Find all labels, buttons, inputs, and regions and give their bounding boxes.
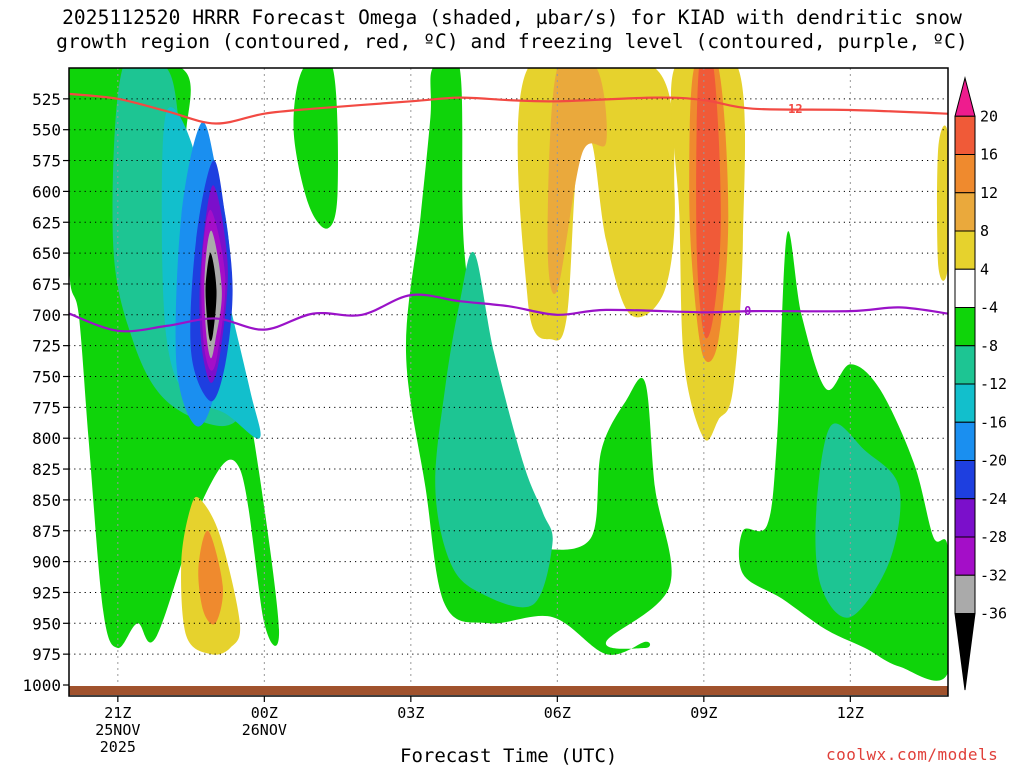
colorbar-segment xyxy=(954,536,976,576)
colorbar-label: -36 xyxy=(980,605,1007,623)
contour-label: -12 xyxy=(781,102,803,116)
x-tick-label: 09Z xyxy=(690,704,717,722)
colorbar-segment xyxy=(954,498,976,538)
colorbar-segment xyxy=(954,307,976,347)
colorbar-segment xyxy=(954,460,976,500)
grid-lines xyxy=(69,68,948,685)
colorbar-segment xyxy=(954,268,976,308)
colorbar-label: -12 xyxy=(980,375,1007,393)
y-tick-label: 975 xyxy=(32,645,61,664)
x-tick-label: 2025 xyxy=(100,738,136,756)
y-tick-label: 675 xyxy=(32,275,61,294)
contour-line-freezing-level xyxy=(69,293,948,333)
colorbar-segment xyxy=(954,345,976,385)
credit-text: coolwx.com/models xyxy=(826,745,999,764)
chart-title-line-1: 2025112520 HRRR Forecast Omega (shaded, … xyxy=(62,6,962,29)
y-tick-label: 900 xyxy=(32,553,61,572)
colorbar-label: 12 xyxy=(980,184,998,202)
x-tick-label: 12Z xyxy=(837,704,864,722)
colorbar-label: -28 xyxy=(980,528,1007,546)
omega-fields xyxy=(69,68,948,681)
colorbar-label: -32 xyxy=(980,566,1007,584)
colorbar-bottom-arrow xyxy=(954,613,976,691)
contour-line-snow-growth xyxy=(69,92,948,125)
x-axis-title: Forecast Time (UTC) xyxy=(400,745,618,767)
chart-title-line-2: growth region (contoured, red, ºC) and f… xyxy=(56,30,968,53)
colorbar-label: 20 xyxy=(980,107,998,125)
contour-label: 0 xyxy=(744,304,751,318)
colorbar-label: -8 xyxy=(980,337,998,355)
y-tick-label: 650 xyxy=(32,244,61,263)
y-tick-label: 925 xyxy=(32,583,61,602)
x-tick-label: 03Z xyxy=(397,704,424,722)
omega-region-descent-upper-core-c xyxy=(696,68,721,339)
y-tick-label: 625 xyxy=(32,213,61,232)
colorbar: 20 16 12 8 4 -4 -8 -12 -16 -20 -24 -28 -32 -36 xyxy=(954,76,1007,691)
colorbar-label: -20 xyxy=(980,452,1007,470)
y-tick-label: 725 xyxy=(32,337,61,356)
y-tick-label: 825 xyxy=(32,460,61,479)
colorbar-label: -4 xyxy=(980,299,998,317)
colorbar-top-arrow xyxy=(954,76,976,117)
colorbar-label: 4 xyxy=(980,260,989,278)
x-tick-label: 21Z xyxy=(104,704,131,722)
colorbar-segment xyxy=(954,421,976,461)
y-tick-label: 950 xyxy=(32,614,61,633)
colorbar-label: 16 xyxy=(980,146,998,164)
contour-lines: -12 0 xyxy=(69,92,948,333)
surface-ground xyxy=(69,686,948,695)
y-tick-label: 800 xyxy=(32,429,61,448)
omega-region-descent-upper-core-a xyxy=(547,68,607,294)
y-tick-label: 750 xyxy=(32,368,61,387)
colorbar-segment xyxy=(954,230,976,270)
y-tick-label: 550 xyxy=(32,121,61,140)
plot-frame xyxy=(68,67,949,697)
ground-layer xyxy=(69,686,948,695)
omega-region-descent-right-edge xyxy=(937,125,948,281)
colorbar-segment xyxy=(954,383,976,423)
x-tick-label: 26NOV xyxy=(242,721,287,739)
colorbar-label: -24 xyxy=(980,490,1007,508)
x-tick-label: 00Z xyxy=(251,704,278,722)
omega-region-ascent-right-slight xyxy=(815,423,901,618)
y-tick-label: 600 xyxy=(32,182,61,201)
colorbar-segment xyxy=(954,574,976,614)
y-tick-label: 575 xyxy=(32,152,61,171)
x-tick-label: 06Z xyxy=(544,704,571,722)
colorbar-segment xyxy=(954,115,976,155)
y-tick-label: 775 xyxy=(32,398,61,417)
y-tick-label: 850 xyxy=(32,491,61,510)
omega-region-descent-lower-core xyxy=(198,530,223,625)
colorbar-segment xyxy=(954,154,976,194)
x-tick-label: 25NOV xyxy=(95,721,140,739)
chart-title: 2025112520 HRRR Forecast Omega (shaded, … xyxy=(0,6,1024,54)
y-tick-label: 1000 xyxy=(22,676,61,695)
colorbar-segment xyxy=(954,192,976,232)
omega-region-ascent-mid-slight xyxy=(435,251,553,608)
y-tick-label: 525 xyxy=(32,90,61,109)
colorbar-label: -16 xyxy=(980,413,1007,431)
y-axis-ticks: 525 550 575 600 625 650 675 700 725 750 775 800 825 8… xyxy=(22,90,69,695)
y-tick-label: 875 xyxy=(32,522,61,541)
y-tick-label: 700 xyxy=(32,306,61,325)
colorbar-label: 8 xyxy=(980,222,989,240)
